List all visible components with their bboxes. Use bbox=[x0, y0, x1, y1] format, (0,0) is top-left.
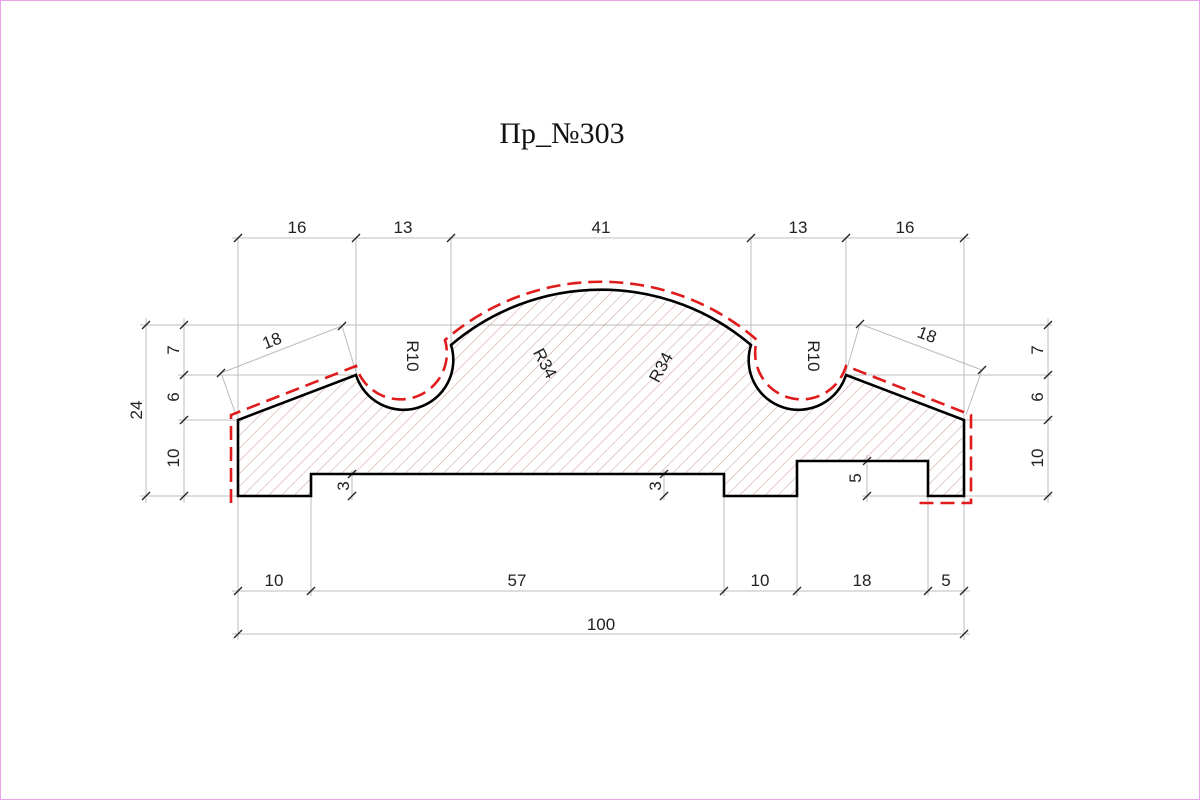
radius-fillet-left: R10 bbox=[403, 340, 422, 371]
dim-top-4: 13 bbox=[789, 218, 808, 237]
drawing-title: Пр_№303 bbox=[499, 117, 624, 150]
dim-right-1: 7 bbox=[1028, 345, 1047, 354]
dim-left-3: 10 bbox=[164, 449, 183, 468]
radius-fillet-right: R10 bbox=[804, 340, 823, 371]
dim-groove-right: 3 bbox=[646, 481, 665, 490]
dim-left-1: 7 bbox=[164, 345, 183, 354]
dim-notch: 5 bbox=[846, 473, 865, 482]
dimension-ticks bbox=[141, 233, 1053, 639]
dim-left-total: 24 bbox=[127, 401, 146, 420]
profile-section bbox=[236, 288, 966, 498]
dim-groove-left: 3 bbox=[334, 481, 353, 490]
dim-bottom-1: 10 bbox=[265, 571, 284, 590]
dim-left-2: 6 bbox=[164, 392, 183, 401]
dim-top-5: 16 bbox=[896, 218, 915, 237]
extension-lines bbox=[140, 237, 1052, 640]
dim-overall-width: 100 bbox=[587, 615, 615, 634]
dim-top-2: 13 bbox=[394, 218, 413, 237]
dim-bottom-2: 57 bbox=[508, 571, 527, 590]
dim-slope-right: 18 bbox=[915, 323, 939, 348]
dim-right-2: 6 bbox=[1028, 392, 1047, 401]
dim-right-3: 10 bbox=[1028, 449, 1047, 468]
dim-bottom-3: 10 bbox=[751, 571, 770, 590]
dim-bottom-4: 18 bbox=[853, 571, 872, 590]
dim-bottom-5: 5 bbox=[941, 571, 950, 590]
dim-top-3: 41 bbox=[592, 218, 611, 237]
dim-top-1: 16 bbox=[288, 218, 307, 237]
